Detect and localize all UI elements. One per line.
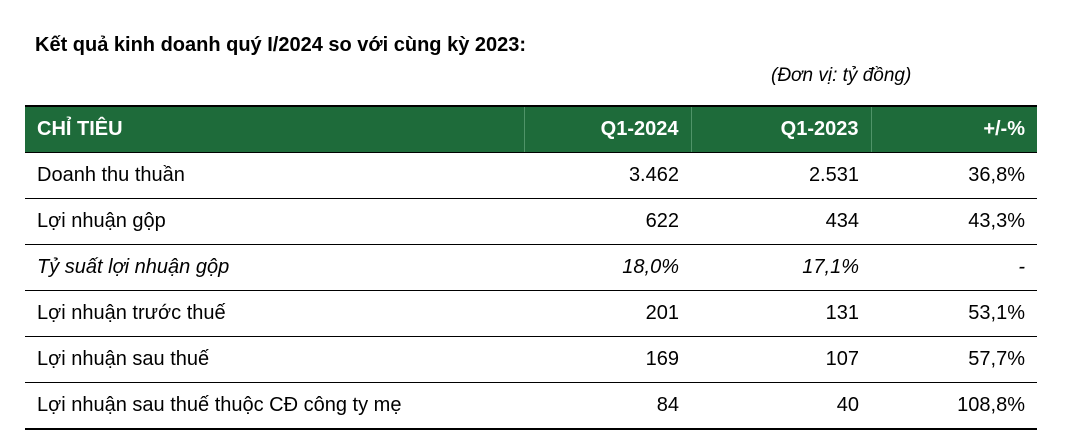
table-row: Doanh thu thuần 3.462 2.531 36,8%	[25, 152, 1037, 199]
header-q1-2023: Q1-2023	[691, 105, 872, 153]
row-change: 108,8%	[871, 382, 1037, 430]
row-change: -	[871, 244, 1037, 291]
row-change: 57,7%	[871, 336, 1037, 383]
table-header-row: CHỈ TIÊU Q1-2024 Q1-2023 +/-%	[25, 105, 1037, 153]
unit-note: (Đơn vị: tỷ đồng)	[771, 65, 912, 86]
row-change: 43,3%	[871, 198, 1037, 245]
row-q1-2023: 107	[691, 336, 871, 383]
row-label: Lợi nhuận trước thuế	[25, 290, 524, 337]
table-row: Lợi nhuận trước thuế 201 131 53,1%	[25, 290, 1037, 337]
row-label: Lợi nhuận sau thuế	[25, 336, 524, 383]
table-row: Lợi nhuận sau thuế thuộc CĐ công ty mẹ 8…	[25, 382, 1037, 430]
row-change: 36,8%	[871, 152, 1037, 199]
header-change: +/-%	[871, 105, 1037, 153]
row-q1-2024: 169	[524, 336, 691, 383]
row-label: Tỷ suất lợi nhuận gộp	[25, 244, 524, 291]
row-q1-2023: 434	[691, 198, 871, 245]
row-q1-2024: 622	[524, 198, 691, 245]
table-row: Lợi nhuận sau thuế 169 107 57,7%	[25, 336, 1037, 383]
row-label: Lợi nhuận sau thuế thuộc CĐ công ty mẹ	[25, 382, 524, 430]
row-q1-2023: 40	[691, 382, 871, 430]
row-q1-2024: 201	[524, 290, 691, 337]
row-q1-2023: 131	[691, 290, 871, 337]
row-q1-2024: 3.462	[524, 152, 691, 199]
table-row: Lợi nhuận gộp 622 434 43,3%	[25, 198, 1037, 245]
row-change: 53,1%	[871, 290, 1037, 337]
row-label: Lợi nhuận gộp	[25, 198, 524, 245]
table-row: Tỷ suất lợi nhuận gộp 18,0% 17,1% -	[25, 244, 1037, 291]
row-q1-2024: 18,0%	[524, 244, 691, 291]
row-q1-2023: 17,1%	[691, 244, 871, 291]
results-table: CHỈ TIÊU Q1-2024 Q1-2023 +/-% Doanh thu …	[25, 105, 1037, 430]
report-title: Kết quả kinh doanh quý I/2024 so với cùn…	[35, 34, 527, 56]
row-label: Doanh thu thuần	[25, 152, 524, 199]
header-q1-2024: Q1-2024	[524, 105, 692, 153]
header-indicator: CHỈ TIÊU	[25, 105, 525, 153]
row-q1-2024: 84	[524, 382, 691, 430]
row-q1-2023: 2.531	[691, 152, 871, 199]
